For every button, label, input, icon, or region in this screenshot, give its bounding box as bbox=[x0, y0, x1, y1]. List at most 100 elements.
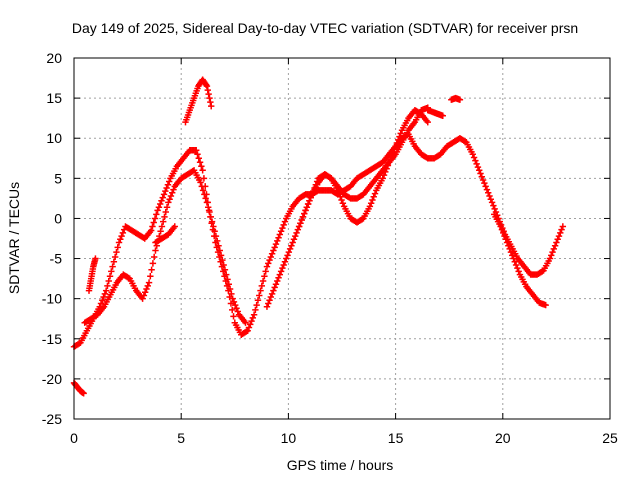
y-tick-label: 5 bbox=[54, 170, 62, 186]
data-point bbox=[203, 82, 211, 90]
data-point bbox=[166, 195, 173, 203]
data-point bbox=[151, 215, 159, 222]
data-point bbox=[244, 327, 251, 334]
data-point bbox=[275, 274, 282, 282]
data-point bbox=[482, 183, 489, 190]
data-point bbox=[97, 300, 105, 307]
data-point bbox=[371, 190, 379, 197]
data-point bbox=[288, 242, 295, 249]
series-track-e bbox=[182, 76, 215, 126]
data-point bbox=[150, 253, 158, 261]
y-tick-label: -25 bbox=[42, 411, 62, 427]
data-point bbox=[225, 281, 232, 288]
data-point bbox=[204, 86, 211, 94]
data-point bbox=[139, 295, 146, 302]
data-point bbox=[393, 139, 401, 147]
data-point bbox=[461, 138, 469, 145]
data-point bbox=[280, 221, 287, 229]
data-point bbox=[232, 301, 239, 309]
data-point bbox=[163, 204, 171, 211]
series-track-d bbox=[295, 104, 431, 230]
data-point bbox=[158, 223, 166, 230]
data-point bbox=[102, 287, 110, 294]
data-point bbox=[358, 216, 366, 223]
data-point bbox=[557, 229, 564, 237]
data-point bbox=[285, 248, 293, 256]
data-point bbox=[114, 244, 121, 251]
x-tick-label: 5 bbox=[177, 430, 185, 446]
data-point bbox=[258, 282, 266, 290]
data-point bbox=[210, 223, 217, 230]
data-point bbox=[148, 266, 155, 273]
data-point bbox=[439, 112, 446, 119]
series-track-k bbox=[152, 223, 178, 246]
data-point bbox=[208, 102, 215, 110]
data-point bbox=[75, 340, 83, 347]
data-point bbox=[242, 319, 249, 326]
data-point bbox=[247, 321, 254, 328]
data-point bbox=[276, 231, 284, 238]
data-point bbox=[271, 244, 278, 251]
data-point bbox=[476, 167, 483, 174]
data-point bbox=[559, 223, 567, 230]
data-point bbox=[553, 239, 560, 246]
data-point bbox=[199, 167, 206, 174]
data-point bbox=[153, 211, 160, 218]
data-point bbox=[212, 232, 220, 240]
data-point bbox=[293, 229, 300, 237]
data-point bbox=[392, 143, 399, 150]
data-point bbox=[290, 236, 298, 243]
data-point bbox=[106, 273, 114, 280]
data-point bbox=[226, 285, 234, 293]
data-point bbox=[262, 268, 269, 275]
data-point bbox=[284, 252, 291, 259]
y-tick-label: 20 bbox=[46, 50, 62, 66]
data-point bbox=[469, 151, 476, 158]
data-point bbox=[252, 306, 259, 314]
data-point bbox=[367, 200, 375, 207]
data-point bbox=[267, 253, 275, 261]
data-point bbox=[292, 232, 299, 240]
data-point bbox=[281, 258, 289, 265]
data-point bbox=[268, 250, 276, 257]
data-point bbox=[274, 237, 281, 245]
data-point bbox=[201, 191, 208, 198]
data-point bbox=[271, 284, 278, 291]
data-point bbox=[272, 281, 280, 288]
data-point bbox=[505, 242, 512, 249]
data-point bbox=[193, 147, 200, 154]
data-point bbox=[194, 151, 201, 158]
data-point bbox=[472, 157, 479, 164]
series-track-j bbox=[424, 106, 446, 119]
data-point bbox=[498, 226, 506, 233]
data-point bbox=[243, 328, 250, 335]
data-point bbox=[379, 175, 386, 182]
data-point bbox=[261, 273, 268, 280]
data-point bbox=[200, 175, 208, 182]
data-point bbox=[245, 324, 253, 331]
data-point bbox=[281, 218, 289, 225]
data-point bbox=[248, 317, 255, 325]
data-point bbox=[207, 98, 214, 106]
data-point bbox=[512, 261, 520, 269]
data-point bbox=[104, 282, 111, 290]
y-tick-label: -5 bbox=[50, 251, 63, 267]
data-point bbox=[266, 256, 273, 264]
chart-title: Day 149 of 2025, Sidereal Day-to-day VTE… bbox=[72, 20, 578, 36]
data-point bbox=[150, 219, 157, 226]
data-point bbox=[165, 199, 172, 206]
y-tick-label: -10 bbox=[42, 291, 62, 307]
data-point bbox=[211, 228, 218, 235]
data-point bbox=[157, 228, 164, 235]
data-point bbox=[141, 289, 149, 296]
data-point bbox=[229, 306, 236, 314]
data-point bbox=[215, 242, 222, 249]
data-point bbox=[265, 260, 272, 267]
data-point bbox=[171, 223, 178, 230]
data-point bbox=[198, 183, 205, 190]
data-point bbox=[113, 248, 120, 256]
data-point bbox=[263, 303, 271, 310]
data-point bbox=[270, 287, 277, 294]
data-point bbox=[558, 226, 565, 233]
data-point bbox=[154, 207, 161, 214]
